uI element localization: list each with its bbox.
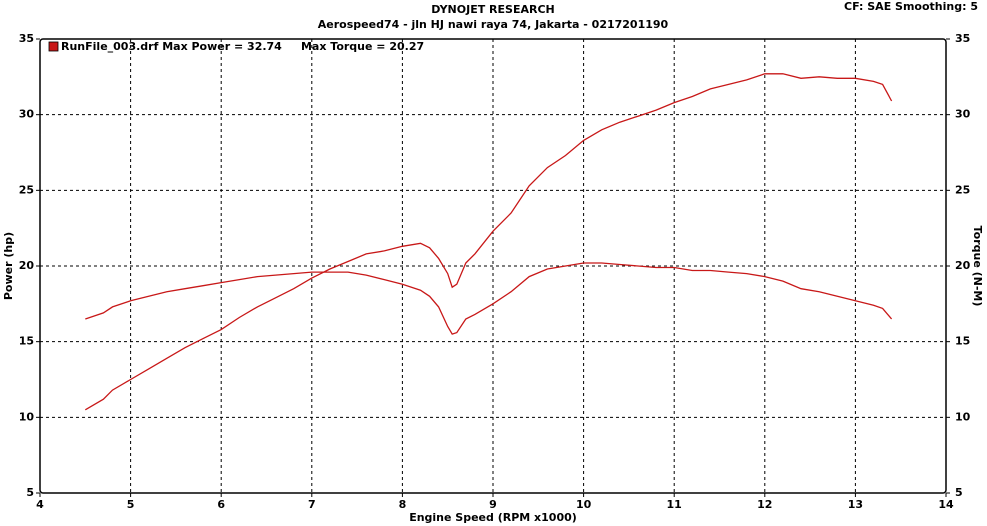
x-tick-label: 6 [217, 498, 225, 511]
y-axis-label: Power (hp) [2, 232, 15, 300]
y-tick-label: 15 [19, 335, 34, 348]
y2-tick-label: 25 [955, 183, 970, 196]
y2-tick-label: 10 [955, 410, 971, 423]
y-tick-label: 10 [19, 410, 35, 423]
x-tick-label: 4 [36, 498, 44, 511]
x-tick-label: 11 [667, 498, 682, 511]
chart-title: DYNOJET RESEARCH [431, 3, 554, 16]
x-axis-label: Engine Speed (RPM x1000) [409, 511, 577, 524]
y-tick-label: 35 [19, 32, 34, 45]
x-tick-label: 14 [938, 498, 954, 511]
x-tick-label: 9 [489, 498, 497, 511]
y2-tick-label: 30 [955, 108, 971, 121]
legend-swatch [48, 41, 59, 52]
x-tick-label: 12 [757, 498, 772, 511]
y-tick-label: 20 [19, 259, 35, 272]
x-tick-label: 5 [127, 498, 135, 511]
x-tick-label: 13 [848, 498, 863, 511]
chart-subtitle: Aerospeed74 - jln HJ nawi raya 74, Jakar… [318, 18, 669, 31]
y2-tick-label: 5 [955, 486, 963, 499]
x-tick-label: 8 [399, 498, 407, 511]
y-tick-label: 5 [26, 486, 34, 499]
y2-tick-label: 15 [955, 335, 970, 348]
series-line [84, 73, 893, 411]
y2-axis-label: Torque (N-M) [971, 226, 984, 307]
x-tick-label: 10 [576, 498, 592, 511]
legend-text: RunFile_003.drf Max Power = 32.74 Max To… [61, 40, 424, 53]
y2-tick-label: 35 [955, 32, 970, 45]
y-tick-label: 30 [19, 108, 35, 121]
series-line [85, 262, 893, 335]
y-tick-label: 25 [19, 183, 34, 196]
settings-note: CF: SAE Smoothing: 5 [844, 0, 978, 13]
y2-tick-label: 20 [955, 259, 971, 272]
x-tick-label: 7 [308, 498, 316, 511]
